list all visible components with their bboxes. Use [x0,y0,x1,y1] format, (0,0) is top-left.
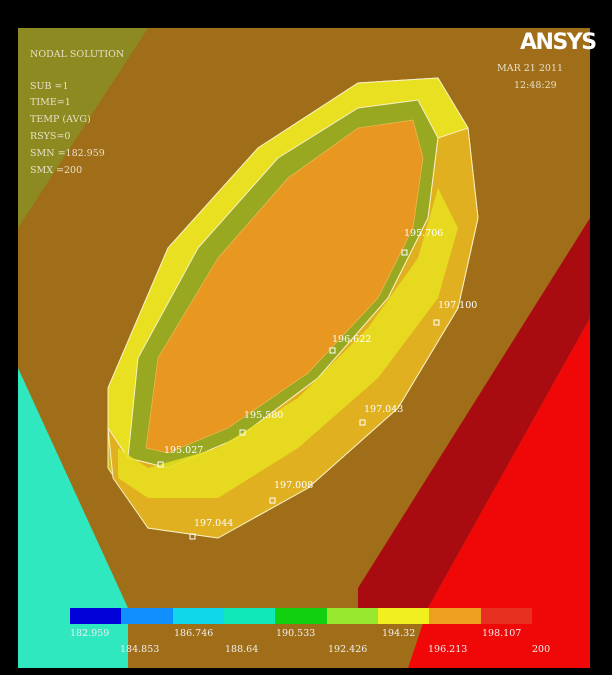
legend-label: 192.426 [328,644,368,655]
probe-label: 197.008 [274,480,313,491]
legend-label: 184.853 [120,644,160,655]
probe-label: 197.044 [194,518,233,529]
probe-marker [433,319,440,326]
olive-region [18,28,148,228]
info-title: NODAL SOLUTION [30,49,125,60]
ansys-logo: ANSYS [520,30,597,55]
probe-label: 197.043 [364,404,403,415]
probe-markers [157,249,440,540]
legend-label: 190.533 [276,628,316,639]
probe-marker [239,429,246,436]
info-smn: SMN =182.959 [30,148,105,159]
legend-swatch [326,608,378,624]
legend-label: 182.959 [70,628,110,639]
probe-marker [401,249,408,256]
plot-date: MAR 21 2011 [497,63,564,74]
probe-label: 197.100 [438,300,477,311]
contour-plot: 195.706 197.100 196.622 197.043 195.580 … [18,28,590,668]
legend-label: 186.746 [174,628,214,639]
dark-red-region [358,218,590,608]
probe-marker [269,497,276,504]
legend-swatch [275,608,327,624]
probe-marker [189,533,196,540]
info-smx: SMX =200 [30,165,83,176]
legend-label: 198.107 [482,628,522,639]
legend-swatch [172,608,224,624]
legend-swatch [70,608,122,624]
red-region [408,318,590,668]
probe-marker [359,419,366,426]
legend-swatch [121,608,173,624]
probe-label: 195.706 [404,228,443,239]
info-sub: SUB =1 [30,81,69,92]
legend-label: 194.32 [382,628,416,639]
probe-marker [329,347,336,354]
info-temp: TEMP (AVG) [30,114,91,125]
info-time: TIME=1 [30,97,71,108]
probe-label: 195.580 [244,410,283,421]
legend-label: 196.213 [428,644,468,655]
plot-time: 12:48:29 [514,80,557,91]
inner-bowl [145,119,424,454]
info-rsys: RSYS=0 [30,131,71,142]
legend-swatch [223,608,276,624]
front-wall-yellow-band [118,188,458,498]
legend-label: 200 [532,644,551,655]
legend-swatch [377,608,430,624]
probe-label: 195.027 [164,445,203,456]
probe-marker [157,461,164,468]
contour-legend [70,608,532,624]
legend-swatch [429,608,481,624]
probe-label: 196.622 [332,334,371,345]
cyan-region [18,368,128,668]
legend-swatch [480,608,532,624]
legend-label: 188.64 [225,644,259,655]
